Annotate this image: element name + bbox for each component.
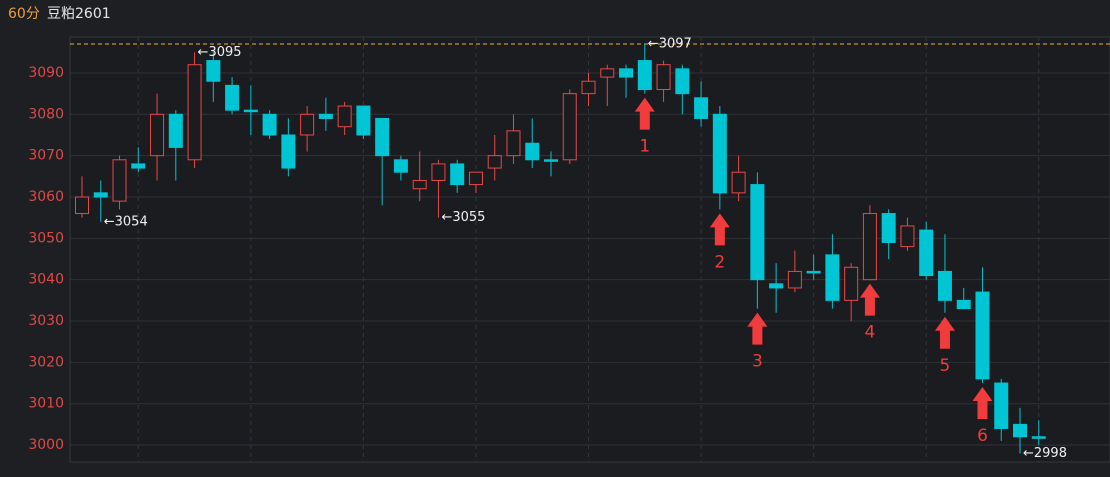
candle-body	[206, 60, 221, 82]
candle-body	[431, 163, 446, 181]
candle-body	[468, 171, 483, 186]
candle-body	[900, 225, 915, 248]
candle-body	[787, 270, 802, 289]
candle-body	[956, 299, 971, 310]
candle-body	[544, 159, 558, 162]
candle-body	[150, 113, 165, 157]
extreme-label: ←3095	[198, 45, 242, 60]
candle-body	[281, 134, 296, 169]
candle-body	[356, 105, 371, 136]
candle-body	[262, 113, 277, 136]
y-tick-label: 3070	[28, 148, 64, 164]
candle-body	[187, 64, 202, 161]
signal-label: 4	[865, 323, 876, 343]
candle-body	[919, 229, 934, 277]
candle-body	[750, 184, 765, 281]
candle-body	[975, 291, 990, 380]
candle-body	[600, 68, 615, 78]
period-label: 60分	[8, 6, 40, 22]
candle-body	[525, 142, 540, 161]
extreme-label: ←3055	[441, 210, 485, 225]
signal-arrow	[859, 283, 880, 316]
y-tick-label: 3000	[28, 437, 64, 453]
candle-body	[243, 109, 258, 113]
candle-body	[450, 163, 465, 186]
y-tick-label: 3010	[28, 396, 64, 412]
candle-body	[562, 93, 577, 161]
candle-body	[806, 270, 821, 274]
candle-body	[412, 179, 427, 190]
signal-arrow	[709, 213, 730, 246]
candle-body	[937, 270, 952, 301]
candle-body	[318, 113, 333, 119]
signal-arrow	[934, 316, 955, 349]
candle-body	[731, 171, 746, 194]
signal-label: 6	[977, 426, 988, 446]
candle-body	[769, 283, 784, 289]
y-tick-label: 3040	[28, 272, 64, 288]
y-tick-label: 3030	[28, 313, 64, 329]
candle-body	[619, 68, 634, 78]
candle-body	[712, 113, 727, 194]
candle-body	[506, 130, 521, 157]
extreme-label: ←2998	[1023, 446, 1067, 461]
candle-body	[131, 163, 146, 169]
candle-body	[1013, 423, 1027, 438]
y-tick-label: 3050	[28, 230, 64, 246]
signal-label: 1	[639, 137, 650, 157]
candle-body	[93, 192, 108, 198]
candle-body	[637, 60, 652, 91]
signal-label: 2	[714, 252, 725, 272]
extreme-label: ←3097	[648, 37, 692, 52]
signal-arrow	[972, 387, 993, 420]
candle-body	[994, 382, 1009, 430]
candle-body	[112, 159, 127, 202]
signal-label: 5	[940, 356, 951, 376]
candle-body	[337, 105, 352, 128]
candle-body	[581, 80, 596, 95]
candle-body	[393, 159, 408, 173]
plot-area	[69, 36, 1110, 463]
candle-body	[862, 213, 877, 281]
y-tick-label: 3060	[28, 189, 64, 205]
candle-body	[75, 196, 89, 215]
chart-title: 豆粕2601	[47, 6, 111, 22]
candle-body	[1031, 436, 1046, 439]
y-tick-label: 3020	[28, 354, 64, 370]
candle-body	[694, 97, 709, 119]
signal-arrow	[747, 312, 768, 345]
y-tick-label: 3090	[28, 65, 64, 81]
signal-arrow	[634, 97, 655, 130]
signal-label: 3	[752, 352, 763, 372]
candle-body	[300, 113, 315, 136]
candle-body	[168, 113, 183, 148]
candle-body	[487, 155, 502, 169]
candle-body	[656, 64, 671, 91]
candle-body	[675, 68, 690, 95]
candle-body	[825, 254, 840, 301]
candle-body	[375, 117, 390, 157]
candle-body	[844, 266, 859, 301]
candle-body	[881, 213, 896, 243]
y-tick-label: 3080	[28, 106, 64, 122]
extreme-label: ←3054	[104, 214, 148, 229]
candle-body	[225, 84, 240, 111]
